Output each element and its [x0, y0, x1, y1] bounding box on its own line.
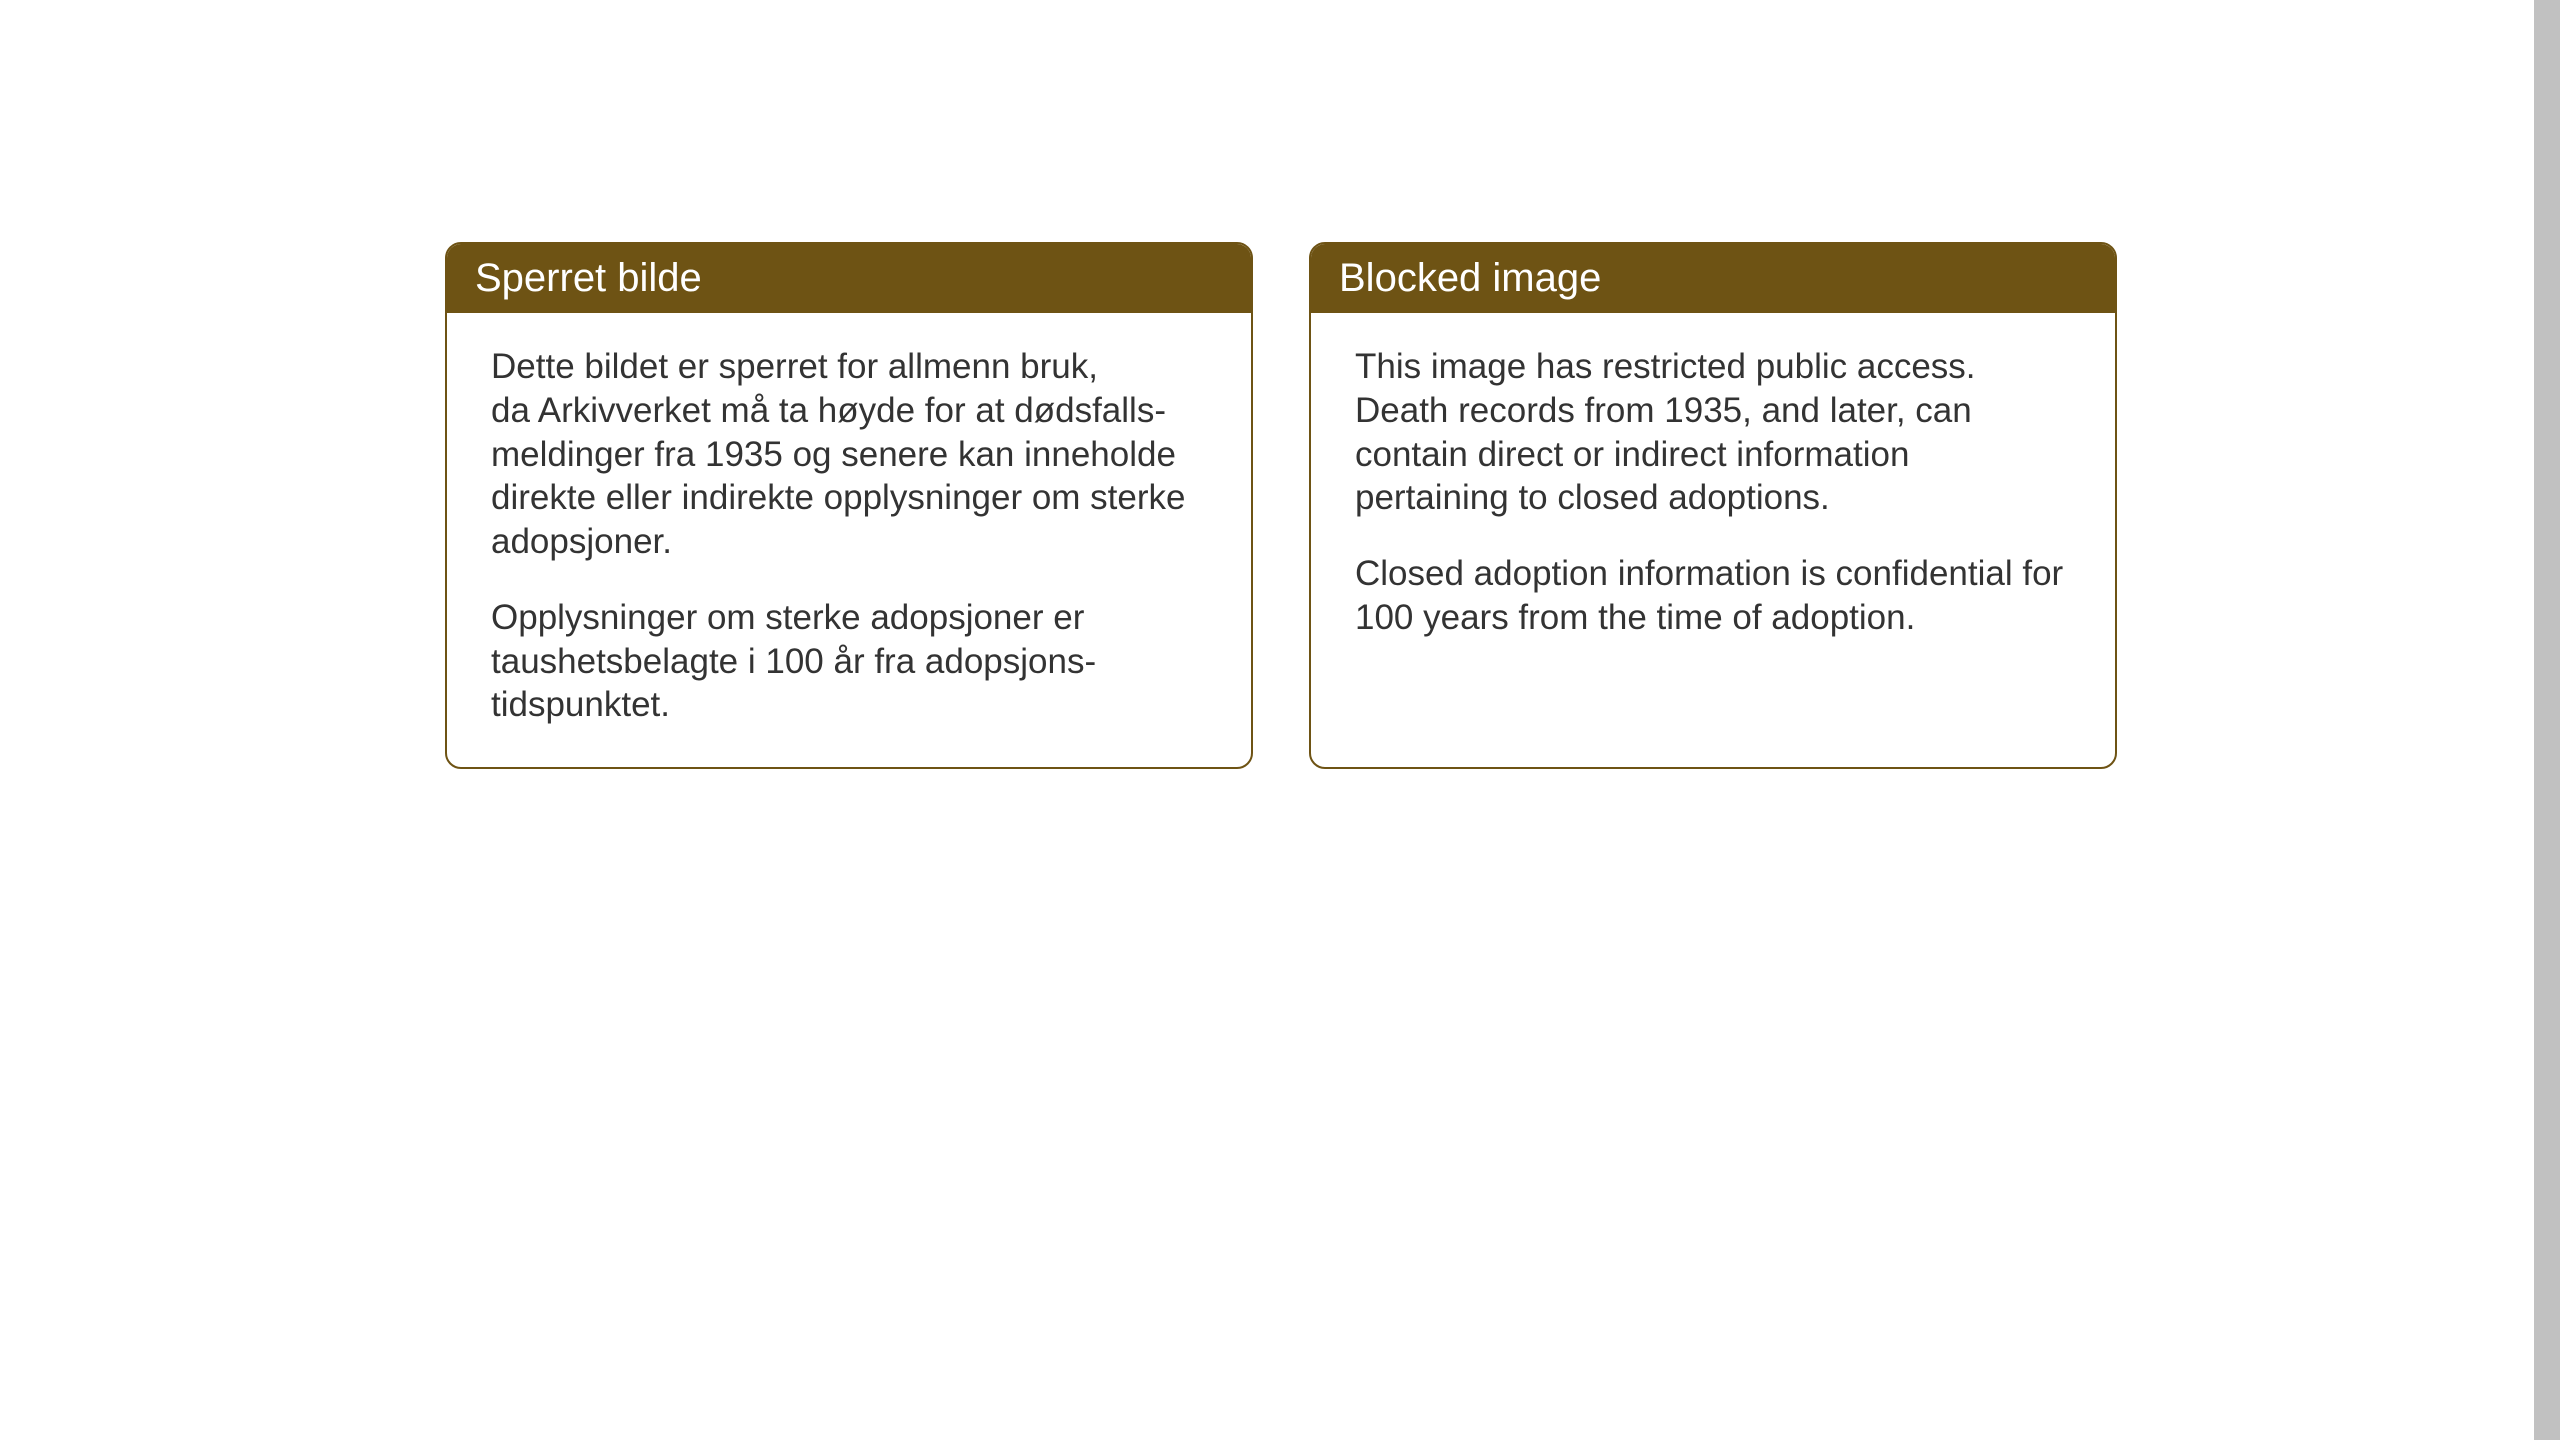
notice-paragraph: Opplysninger om sterke adopsjoner er tau…	[491, 596, 1207, 727]
scrollbar-track[interactable]	[2534, 0, 2560, 1440]
notice-box-norwegian: Sperret bilde Dette bildet er sperret fo…	[445, 242, 1253, 769]
notice-paragraph: Closed adoption information is confident…	[1355, 552, 2071, 640]
notice-paragraph: This image has restricted public access.…	[1355, 345, 2071, 520]
notice-header-norwegian: Sperret bilde	[447, 244, 1251, 313]
notice-body-norwegian: Dette bildet er sperret for allmenn bruk…	[447, 313, 1251, 767]
notice-box-english: Blocked image This image has restricted …	[1309, 242, 2117, 769]
notice-paragraph: Dette bildet er sperret for allmenn bruk…	[491, 345, 1207, 564]
notice-container: Sperret bilde Dette bildet er sperret fo…	[445, 242, 2117, 769]
scrollbar-thumb[interactable]	[2534, 0, 2560, 1440]
notice-body-english: This image has restricted public access.…	[1311, 313, 2115, 680]
notice-header-english: Blocked image	[1311, 244, 2115, 313]
